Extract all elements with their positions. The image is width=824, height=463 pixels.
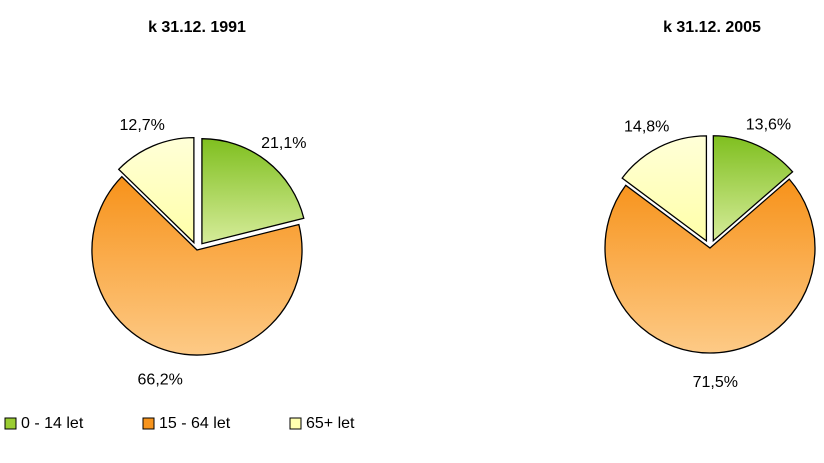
pie-slice	[117, 136, 195, 245]
data-label: 71,5%	[693, 374, 738, 391]
chart-title: k 31.12. 2005	[663, 19, 761, 36]
legend-label: 65+ let	[306, 415, 355, 432]
pie-slice	[621, 135, 708, 243]
pie-slice	[712, 135, 794, 243]
pie-slice	[201, 138, 305, 245]
pie-slice	[91, 175, 303, 356]
legend-label: 0 - 14 let	[21, 415, 84, 432]
legend-label: 15 - 64 let	[159, 415, 231, 432]
data-label: 14,8%	[624, 119, 669, 136]
chart-title: k 31.12. 1991	[148, 19, 246, 36]
data-label: 13,6%	[746, 116, 791, 133]
legend-swatch	[289, 417, 302, 430]
data-label: 12,7%	[120, 117, 165, 134]
data-label: 66,2%	[138, 372, 183, 389]
legend-swatch	[4, 417, 17, 430]
data-label: 21,1%	[261, 135, 306, 152]
pie-slice	[604, 178, 816, 354]
legend-swatch	[142, 417, 155, 430]
